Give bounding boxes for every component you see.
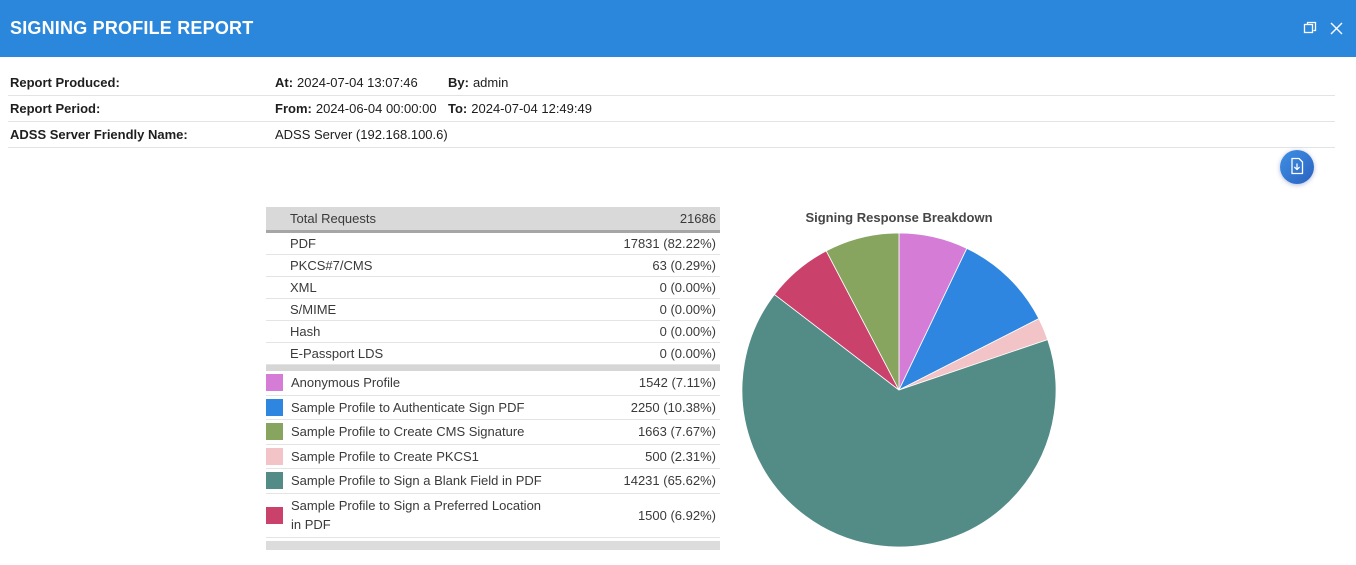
row-label: Sample Profile to Create PKCS1 — [291, 448, 479, 464]
table-header-value: 21686 — [679, 211, 716, 226]
meta-field-by: By: admin — [448, 75, 1335, 90]
horizontal-scrollbar[interactable] — [266, 540, 720, 550]
row-value: 0 (0.00%) — [659, 280, 716, 295]
meta-label: Report Produced: — [10, 75, 120, 90]
legend-swatch — [266, 447, 283, 465]
meta-field-from: From: 2024-06-04 00:00:00 — [275, 101, 448, 116]
meta-field-at: At: 2024-07-04 13:07:46 — [275, 75, 448, 90]
row-label: PDF — [290, 236, 316, 251]
row-label: Sample Profile to Authenticate Sign PDF — [291, 399, 525, 415]
row-label: Sample Profile to Sign a Preferred Locat… — [291, 497, 542, 533]
meta-field-key: At: — [275, 75, 294, 90]
table-header-label: Total Requests — [290, 211, 376, 226]
row-value: 0 (0.00%) — [659, 346, 716, 361]
meta-field-key: To: — [448, 101, 468, 116]
legend-swatch — [266, 423, 283, 441]
table-row: S/MIME 0 (0.00%) — [266, 299, 720, 321]
row-value: 0 (0.00%) — [659, 324, 716, 339]
meta-label: Report Period: — [10, 101, 101, 116]
table-row: E-Passport LDS 0 (0.00%) — [266, 343, 720, 365]
row-value: 1542 (7.11%) — [638, 375, 716, 391]
legend-swatch — [266, 398, 283, 416]
meta-row-period: Report Period: From: 2024-06-04 00:00:00 … — [8, 96, 1335, 122]
pie-slice — [741, 294, 1057, 548]
meta-field-value: 2024-07-04 13:07:46 — [297, 75, 418, 90]
row-value: 17831 (82.22%) — [623, 236, 716, 251]
report-meta: Report Produced: At: 2024-07-04 13:07:46 … — [8, 70, 1335, 148]
row-label: Hash — [290, 324, 321, 339]
pie-chart-title: Signing Response Breakdown — [805, 210, 993, 225]
legend-swatch — [266, 506, 283, 524]
pie-chart-section: Signing Response Breakdown — [739, 211, 1059, 550]
window-titlebar: SIGNING PROFILE REPORT — [0, 0, 1356, 57]
meta-field-key: By: — [448, 75, 469, 90]
row-label: Sample Profile to Create CMS Signature — [291, 424, 525, 439]
row-label: Sample Profile to Sign a Blank Field in … — [291, 473, 542, 488]
document-download-icon — [1289, 157, 1305, 178]
meta-field-value: ADSS Server (192.168.100.6) — [275, 127, 448, 142]
row-label: XML — [290, 280, 317, 295]
row-value: 500 (2.31%) — [645, 448, 716, 464]
row-label: Anonymous Profile — [291, 375, 401, 390]
meta-field-server-name: ADSS Server (192.168.100.6) — [275, 127, 448, 142]
pie-slice — [825, 232, 900, 391]
table-row: XML 0 (0.00%) — [266, 277, 720, 299]
meta-field-to: To: 2024-07-04 12:49:49 — [448, 101, 1335, 116]
row-label: S/MIME — [290, 302, 337, 317]
export-report-button[interactable] — [1280, 150, 1314, 184]
table-header-row: Total Requests 21686 — [266, 207, 720, 233]
table-row: Sample Profile to Create PKCS1 500 (2.31… — [266, 445, 720, 469]
table-row: Sample Profile to Sign a Preferred Locat… — [266, 494, 720, 538]
row-label: PKCS#7/CMS — [290, 258, 373, 273]
meta-field-value: admin — [472, 75, 509, 90]
row-value: 1663 (7.67%) — [637, 424, 716, 440]
table-row: PKCS#7/CMS 63 (0.29%) — [266, 255, 720, 277]
window-controls — [1301, 19, 1345, 40]
row-value: 1500 (6.92%) — [637, 507, 716, 523]
row-value: 0 (0.00%) — [659, 302, 716, 317]
pie-slice — [898, 248, 1040, 391]
meta-row-server: ADSS Server Friendly Name: ADSS Server (… — [8, 122, 1335, 148]
pie-chart — [741, 232, 1057, 548]
restore-window-icon — [1303, 21, 1317, 38]
legend-swatch — [266, 472, 283, 490]
meta-field-value: 2024-07-04 12:49:49 — [471, 101, 592, 116]
row-label: E-Passport LDS — [290, 346, 384, 361]
row-value: 14231 (65.62%) — [623, 473, 716, 489]
meta-row-produced: Report Produced: At: 2024-07-04 13:07:46 … — [8, 70, 1335, 96]
page-title: SIGNING PROFILE REPORT — [10, 18, 254, 38]
meta-label: ADSS Server Friendly Name: — [10, 127, 188, 142]
legend-swatch — [266, 374, 283, 392]
meta-field-key: From: — [275, 101, 312, 116]
table-row: Sample Profile to Create CMS Signature 1… — [266, 420, 720, 445]
section-separator — [266, 365, 720, 371]
table-row: Sample Profile to Sign a Blank Field in … — [266, 469, 720, 494]
meta-field-value: 2024-06-04 00:00:00 — [315, 101, 437, 116]
restore-window-button[interactable] — [1301, 19, 1319, 40]
table-row: Sample Profile to Authenticate Sign PDF … — [266, 396, 720, 420]
table-row: Hash 0 (0.00%) — [266, 321, 720, 343]
table-row: PDF 17831 (82.22%) — [266, 233, 720, 255]
close-button[interactable] — [1328, 20, 1345, 40]
row-value: 2250 (10.38%) — [630, 399, 716, 415]
table-row: Anonymous Profile 1542 (7.11%) — [266, 371, 720, 396]
close-icon — [1330, 22, 1343, 38]
row-value: 63 (0.29%) — [652, 258, 716, 273]
requests-table: Total Requests 21686 PDF 17831 (82.22%) … — [266, 207, 720, 550]
